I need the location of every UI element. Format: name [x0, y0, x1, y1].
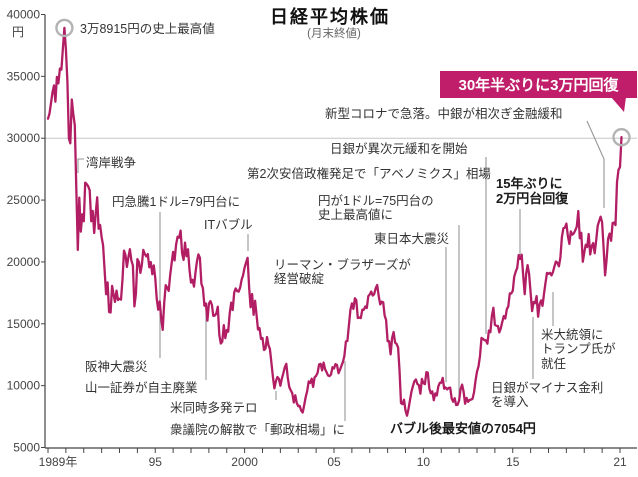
chart-title: 日経平均株価 — [270, 7, 390, 27]
svg-text:05: 05 — [327, 455, 341, 469]
svg-text:30000: 30000 — [7, 131, 41, 145]
svg-text:10000: 10000 — [7, 379, 41, 393]
svg-text:15000: 15000 — [7, 317, 41, 331]
svg-text:21: 21 — [613, 455, 627, 469]
svg-text:円: 円 — [12, 25, 24, 39]
svg-text:25000: 25000 — [7, 193, 41, 207]
svg-text:5000: 5000 — [13, 441, 40, 455]
svg-text:15: 15 — [506, 455, 520, 469]
svg-text:2000: 2000 — [231, 455, 258, 469]
svg-text:1989年: 1989年 — [39, 455, 78, 469]
chart-subtitle: (月末終値) — [307, 28, 361, 40]
svg-text:20000: 20000 — [7, 255, 41, 269]
svg-text:95: 95 — [149, 455, 163, 469]
svg-text:40000: 40000 — [7, 8, 41, 22]
svg-text:10: 10 — [417, 455, 431, 469]
svg-text:35000: 35000 — [7, 69, 41, 83]
callout-badge: 30年半ぶりに3万円回復 — [440, 71, 637, 98]
